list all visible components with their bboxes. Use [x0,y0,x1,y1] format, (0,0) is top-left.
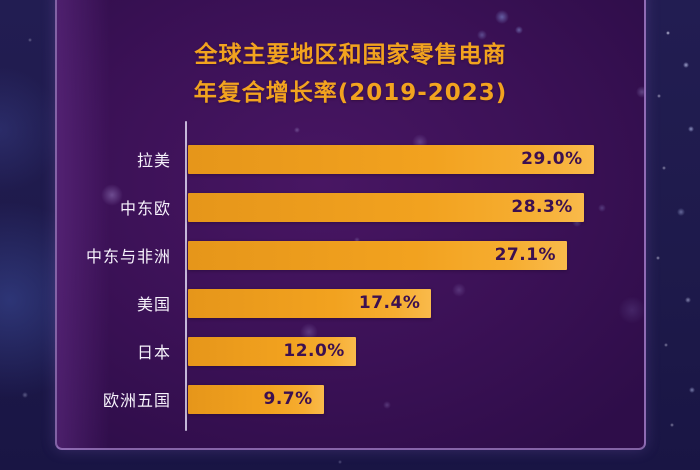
chart-row: 中东与非洲 27.1% [59,231,644,279]
bar: 12.0% [188,336,356,366]
category-label: 日本 [136,343,171,362]
bar-area: 17.4% [171,288,644,318]
bar: 17.4% [188,288,432,318]
bar: 28.3% [188,192,584,222]
category-label: 中东与非洲 [85,247,171,266]
bar-area: 9.7% [171,384,644,414]
bar-area: 27.1% [171,240,644,270]
chart-row: 日本 12.0% [59,327,644,375]
bar-area: 29.0% [171,144,644,174]
category-label: 中东欧 [119,199,171,218]
chart-row: 欧洲五国 9.7% [59,375,644,423]
panel-bokeh-particles [57,0,644,448]
value-label: 29.0% [521,149,583,169]
value-label: 27.1% [494,245,557,265]
category-label: 欧洲五国 [102,391,171,410]
chart-row: 美国 17.4% [59,279,644,327]
bar-chart-rows: 拉美 29.0% 中东欧 28.3% 中东与非洲 27.1% 美国 17.4% [59,135,644,423]
chart-title: 全球主要地区和国家零售电商 年复合增长率(2019-2023) [57,36,644,112]
bar: 9.7% [188,384,324,414]
category-label: 拉美 [136,151,171,170]
chart-row: 拉美 29.0% [59,135,644,183]
value-label: 9.7% [263,389,313,409]
bar-chart: 拉美 29.0% 中东欧 28.3% 中东与非洲 27.1% 美国 17.4% [59,121,644,431]
bar-area: 12.0% [171,336,644,366]
bar-area: 28.3% [171,192,644,222]
value-label: 12.0% [283,341,345,361]
chart-title-line1: 全球主要地区和国家零售电商 [194,42,507,68]
category-label: 美国 [136,295,171,314]
chart-title-line2: 年复合增长率(2019-2023) [193,80,508,106]
bar: 29.0% [188,144,594,174]
value-label: 17.4% [358,293,421,313]
bar: 27.1% [188,240,568,270]
y-axis-line [185,121,187,431]
value-label: 28.3% [511,197,573,217]
chart-panel: 全球主要地区和国家零售电商 年复合增长率(2019-2023) 拉美 29.0%… [55,0,646,450]
chart-row: 中东欧 28.3% [59,183,644,231]
